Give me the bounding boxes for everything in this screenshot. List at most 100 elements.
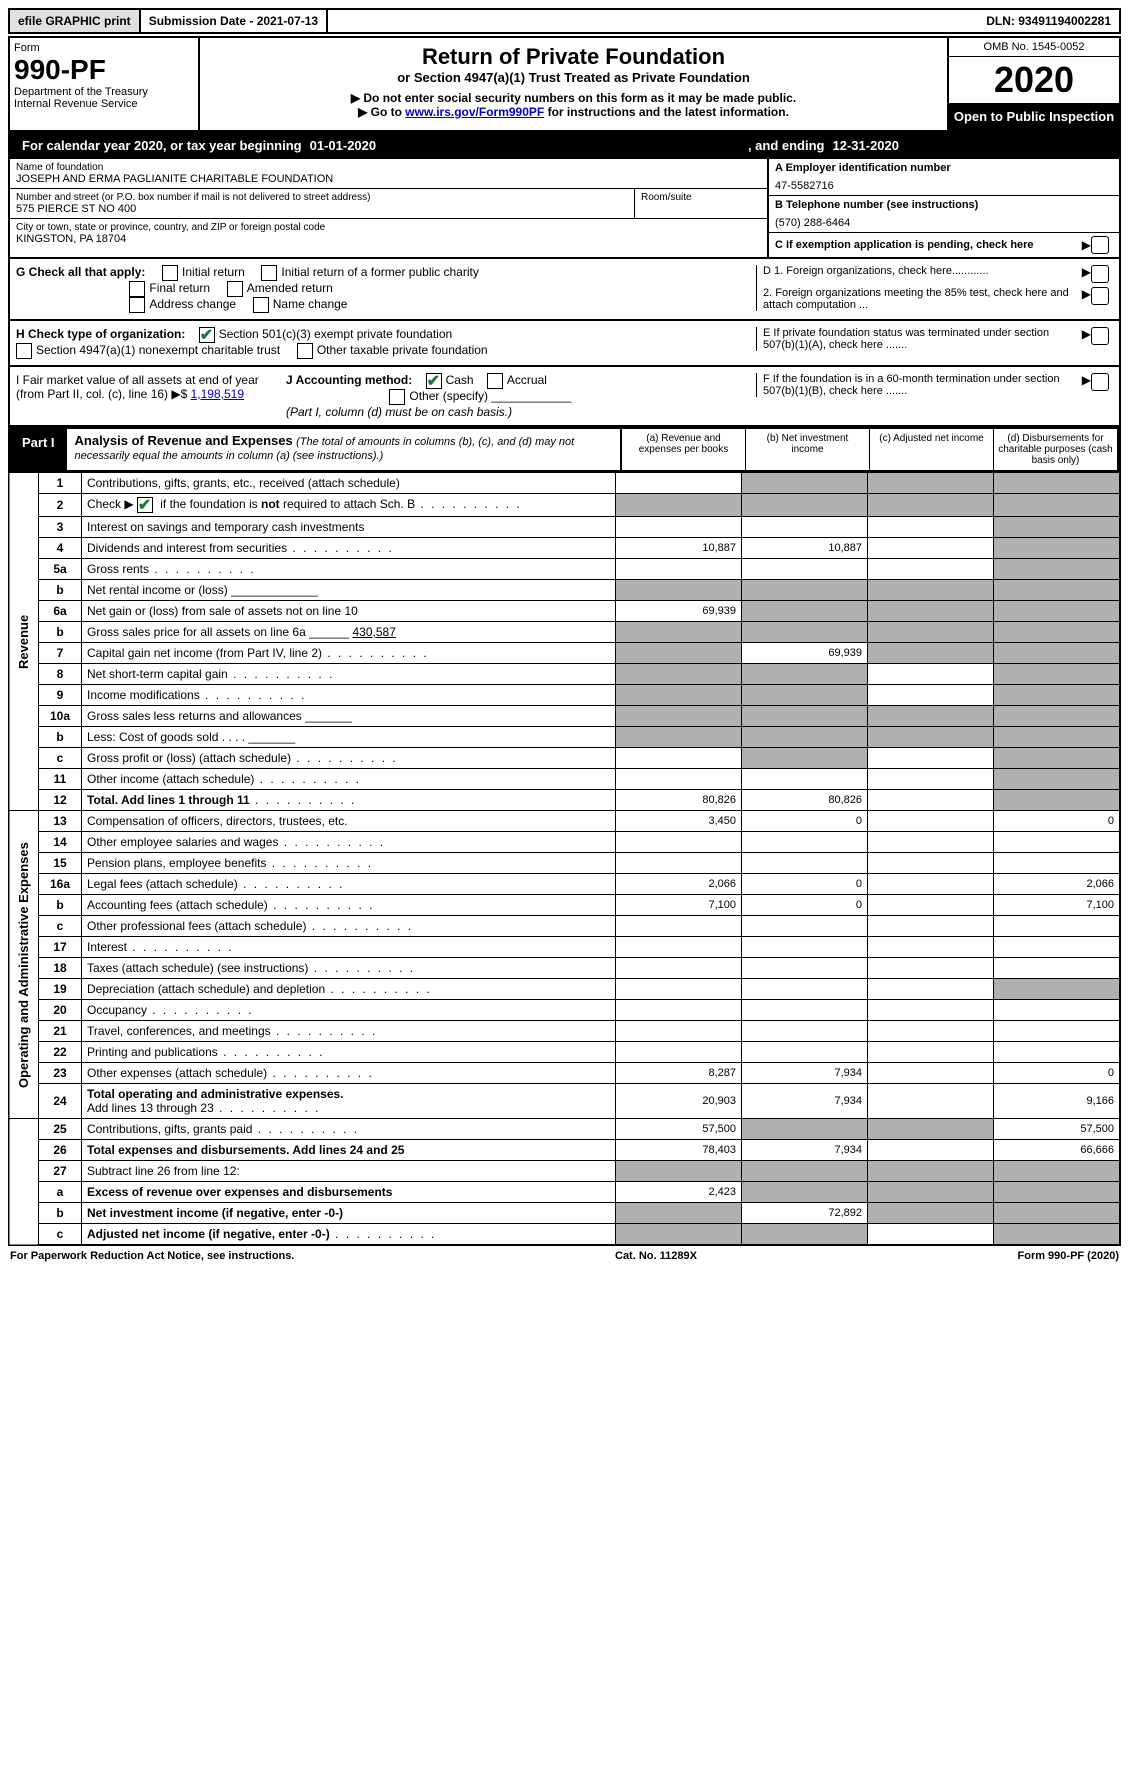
check-section-ij: I Fair market value of all assets at end… (8, 367, 1121, 427)
r24-a: 20,903 (616, 1084, 742, 1119)
row-16c: Other professional fees (attach schedule… (82, 916, 616, 937)
tax-year: 2020 (949, 57, 1119, 103)
check-section-g: G Check all that apply: Initial return I… (8, 259, 1121, 321)
d2-label: 2. Foreign organizations meeting the 85%… (763, 287, 1082, 311)
row-16b: Accounting fees (attach schedule) (82, 895, 616, 916)
row-2: Check ▶ if the foundation is not require… (82, 494, 616, 517)
note-ssn: ▶ Do not enter social security numbers o… (206, 91, 941, 105)
row-17: Interest (82, 937, 616, 958)
cb-other-taxable[interactable] (297, 343, 313, 359)
r16a-b: 0 (742, 874, 868, 895)
r13-a: 3,450 (616, 811, 742, 832)
row-5a: Gross rents (82, 559, 616, 580)
cb-name-change[interactable] (253, 297, 269, 313)
row-16a: Legal fees (attach schedule) (82, 874, 616, 895)
exemption-pending-label: C If exemption application is pending, c… (775, 239, 1082, 251)
row-25: Contributions, gifts, grants paid (82, 1119, 616, 1140)
cb-amended-return[interactable] (227, 281, 243, 297)
phone-value: (570) 288-6464 (775, 211, 1113, 229)
r16b-a: 7,100 (616, 895, 742, 916)
footer-mid: Cat. No. 11289X (615, 1250, 697, 1262)
row-8: Net short-term capital gain (82, 664, 616, 685)
check-section-h: H Check type of organization: Section 50… (8, 321, 1121, 367)
g-label: G Check all that apply: (16, 265, 145, 279)
r23-d: 0 (994, 1063, 1121, 1084)
cb-sch-b[interactable] (137, 497, 153, 513)
row-5b: Net rental income or (loss) ____________… (82, 580, 616, 601)
dln: DLN: 93491194002281 (978, 10, 1119, 32)
cb-cash[interactable] (426, 373, 442, 389)
year-begin: 01-01-2020 (310, 138, 377, 153)
row-27b: Net investment income (if negative, ente… (82, 1203, 616, 1224)
part1-table: Revenue 1 Contributions, gifts, grants, … (8, 472, 1121, 1246)
form-subtitle: or Section 4947(a)(1) Trust Treated as P… (206, 70, 941, 85)
cb-other-method[interactable] (389, 389, 405, 405)
ein-label: A Employer identification number (775, 162, 1113, 174)
r12-b: 80,826 (742, 790, 868, 811)
cb-initial-return[interactable] (162, 265, 178, 281)
row-23: Other expenses (attach schedule) (82, 1063, 616, 1084)
efile-print[interactable]: efile GRAPHIC print (10, 10, 141, 32)
cb-e[interactable] (1091, 327, 1109, 345)
cb-final-return[interactable] (129, 281, 145, 297)
addr-label: Number and street (or P.O. box number if… (16, 192, 628, 203)
cb-initial-former[interactable] (261, 265, 277, 281)
r16b-d: 7,100 (994, 895, 1121, 916)
row-27c: Adjusted net income (if negative, enter … (82, 1224, 616, 1246)
row-24: Total operating and administrative expen… (82, 1084, 616, 1119)
row-7: Capital gain net income (from Part IV, l… (82, 643, 616, 664)
row-10c: Gross profit or (loss) (attach schedule) (82, 748, 616, 769)
form-number: 990-PF (14, 54, 194, 86)
cb-address-change[interactable] (129, 297, 145, 313)
cb-d2[interactable] (1091, 287, 1109, 305)
f-label: F If the foundation is in a 60-month ter… (763, 373, 1082, 397)
r27a-a: 2,423 (616, 1182, 742, 1203)
exemption-checkbox[interactable] (1091, 236, 1109, 254)
ein-value: 47-5582716 (775, 174, 1113, 192)
row-6a: Net gain or (loss) from sale of assets n… (82, 601, 616, 622)
row-1: Contributions, gifts, grants, etc., rece… (82, 473, 616, 494)
part1-header: Part I Analysis of Revenue and Expenses … (8, 427, 1121, 472)
r25-d: 57,500 (994, 1119, 1121, 1140)
year-end: 12-31-2020 (833, 138, 900, 153)
city-state-zip: KINGSTON, PA 18704 (16, 233, 761, 245)
row-3: Interest on savings and temporary cash i… (82, 517, 616, 538)
cb-d1[interactable] (1091, 265, 1109, 283)
row-27a: Excess of revenue over expenses and disb… (82, 1182, 616, 1203)
part1-title: Analysis of Revenue and Expenses (75, 433, 293, 448)
row-27: Subtract line 26 from line 12: (82, 1161, 616, 1182)
row-4: Dividends and interest from securities (82, 538, 616, 559)
col-a-header: (a) Revenue and expenses per books (622, 429, 746, 470)
row-22: Printing and publications (82, 1042, 616, 1063)
row-10a: Gross sales less returns and allowances … (82, 706, 616, 727)
cb-4947a1[interactable] (16, 343, 32, 359)
row-19: Depreciation (attach schedule) and deple… (82, 979, 616, 1000)
r13-d: 0 (994, 811, 1121, 832)
omb-number: OMB No. 1545-0052 (949, 38, 1119, 57)
footer-left: For Paperwork Reduction Act Notice, see … (10, 1250, 294, 1262)
expense-side-label: Operating and Administrative Expenses (9, 811, 39, 1119)
open-public-badge: Open to Public Inspection (949, 103, 1119, 130)
col-d-header: (d) Disbursements for charitable purpose… (994, 429, 1119, 470)
d1-label: D 1. Foreign organizations, check here..… (763, 265, 1082, 283)
name-label: Name of foundation (16, 162, 761, 173)
i-value[interactable]: 1,198,519 (191, 387, 244, 401)
row-14: Other employee salaries and wages (82, 832, 616, 853)
r27b-b: 72,892 (742, 1203, 868, 1224)
row-6b: Gross sales price for all assets on line… (82, 622, 616, 643)
row-10b: Less: Cost of goods sold . . . . _______ (82, 727, 616, 748)
cb-501c3[interactable] (199, 327, 215, 343)
form-header: Form 990-PF Department of the Treasury I… (8, 36, 1121, 132)
cb-accrual[interactable] (487, 373, 503, 389)
revenue-side-label: Revenue (9, 473, 39, 811)
row-26: Total expenses and disbursements. Add li… (82, 1140, 616, 1161)
submission-date: Submission Date - 2021-07-13 (141, 10, 328, 32)
foundation-name: JOSEPH AND ERMA PAGLIANITE CHARITABLE FO… (16, 173, 761, 185)
note-link: ▶ Go to www.irs.gov/Form990PF for instru… (206, 105, 941, 119)
irs-link[interactable]: www.irs.gov/Form990PF (405, 105, 544, 119)
r12-a: 80,826 (616, 790, 742, 811)
cb-f[interactable] (1091, 373, 1109, 391)
form-label: Form (14, 42, 194, 54)
r16b-b: 0 (742, 895, 868, 916)
row-15: Pension plans, employee benefits (82, 853, 616, 874)
